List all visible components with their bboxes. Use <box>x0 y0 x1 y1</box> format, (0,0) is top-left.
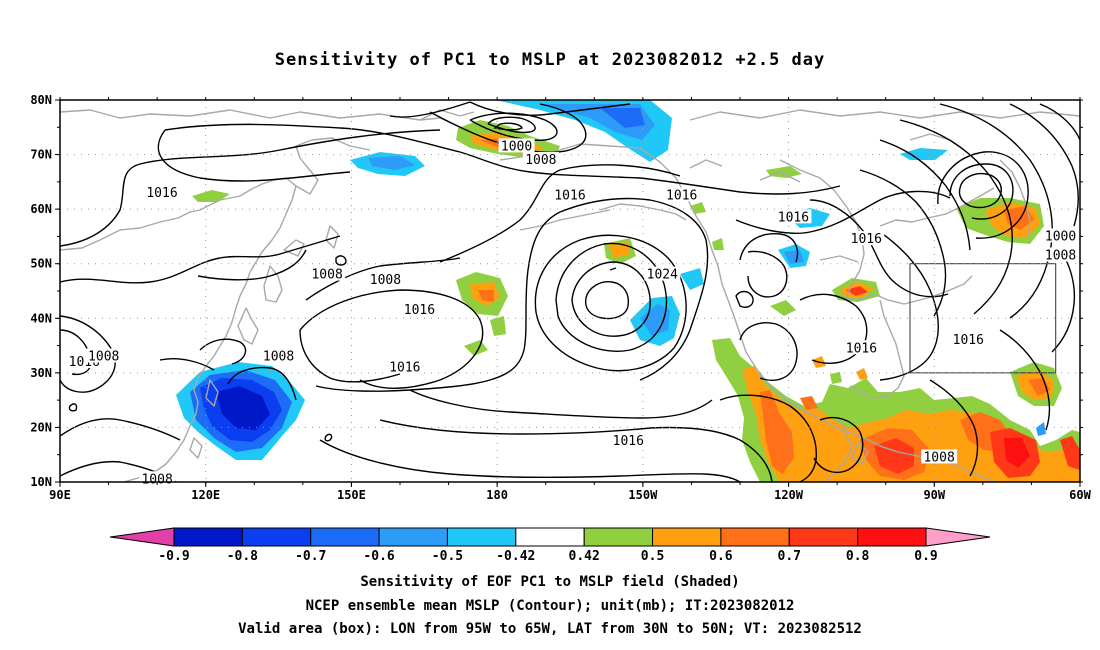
contour-label-bg <box>85 348 122 363</box>
colorbar-bin <box>241 527 312 547</box>
colorbar-bin <box>720 527 790 547</box>
contour-label-bg <box>921 449 958 464</box>
contour-label: 1016 <box>851 232 882 247</box>
colorbar-bin <box>515 527 585 547</box>
lon-label: 180 <box>486 488 508 502</box>
colorbar-label: 0.5 <box>641 549 664 564</box>
contour-label: 1016 <box>146 186 177 201</box>
contour-label-bg <box>522 152 559 167</box>
colorbar-triangle-low <box>109 527 175 547</box>
colorbar-label: 0.42 <box>569 549 600 564</box>
contour-label-bg <box>1042 228 1079 243</box>
contour-label: 1008 <box>311 268 342 283</box>
colorbar-triangle-high <box>925 527 991 547</box>
contour-label: 1016 <box>953 333 984 348</box>
coastlines <box>60 109 1080 482</box>
contour-label: 1008 <box>141 472 172 487</box>
lat-label: 70N <box>30 148 52 162</box>
lon-label: 150W <box>628 488 658 502</box>
colorbar-bin <box>857 527 927 547</box>
colorbar-bin <box>583 527 654 547</box>
contour-label-bg <box>843 340 880 355</box>
contour-label: 1016 <box>404 303 435 318</box>
contour-label: 1008 <box>263 349 294 364</box>
contour-label-bg <box>950 332 987 347</box>
lon-label: 150E <box>337 488 366 502</box>
contour-label-bg <box>663 187 700 202</box>
lon-label: 120E <box>191 488 220 502</box>
colorbar-bin <box>788 527 859 547</box>
contour-label-bg <box>367 272 404 287</box>
colorbar-label: -0.5 <box>432 549 463 564</box>
contour-label: 1016 <box>389 360 420 375</box>
colorbar-bin <box>173 527 243 547</box>
contour-label: 1008 <box>1045 249 1076 264</box>
valid-area-box <box>909 263 1057 374</box>
colorbar-bin <box>378 527 448 547</box>
contour-label: 1008 <box>88 349 119 364</box>
contour-label: 1000 <box>501 139 532 154</box>
contour-label: 1016 <box>554 189 585 204</box>
contour-label-bg <box>144 184 180 199</box>
contour-label: 1008 <box>525 153 556 168</box>
lon-axis-labels: 90E 120E 150E 180 150W 120W 90W 60W <box>49 488 1091 502</box>
colorbar <box>109 527 991 547</box>
contour-label-bg <box>260 348 297 363</box>
contour-label-bg <box>401 302 438 317</box>
contour-label-bg <box>1042 247 1079 262</box>
colorbar-bin <box>446 527 517 547</box>
colorbar-label: -0.7 <box>295 549 326 564</box>
contour-label: 1000 <box>1045 229 1076 244</box>
lat-label: 40N <box>30 311 52 325</box>
contour-label-bg <box>610 433 647 448</box>
contour-label: 1016 <box>666 189 697 204</box>
lat-label: 60N <box>30 202 52 216</box>
lat-label: 30N <box>30 366 52 380</box>
caption-line-3: Valid area (box): LON from 95W to 65W, L… <box>238 621 862 637</box>
colorbar-label: 0.8 <box>846 549 870 564</box>
colorbar-label: 0.9 <box>914 549 937 564</box>
contour-label-bg <box>386 359 423 374</box>
colorbar-label: -0.8 <box>227 549 258 564</box>
contour-label: 1016 <box>613 434 644 449</box>
lat-label: 50N <box>30 257 52 271</box>
contour-label-bg <box>498 138 535 153</box>
lat-axis-labels: 80N 70N 60N 50N 40N 30N 20N 10N <box>30 93 52 489</box>
contour-label-bg <box>552 187 588 202</box>
lon-label: 60W <box>1069 488 1091 502</box>
caption-line-2: NCEP ensemble mean MSLP (Contour); unit(… <box>305 598 795 614</box>
caption-line-1: Sensitivity of EOF PC1 to MSLP field (Sh… <box>360 574 740 590</box>
lon-label: 120W <box>774 488 804 502</box>
lon-label: 90E <box>49 488 71 502</box>
colorbar-label: -0.42 <box>496 549 535 564</box>
colorbar-label: -0.6 <box>363 549 394 564</box>
colorbar-bin <box>652 527 722 547</box>
colorbar-label: -0.9 <box>158 549 189 564</box>
contour-label: 1008 <box>370 273 401 288</box>
colorbar-label: 0.6 <box>709 549 733 564</box>
map-title: Sensitivity of PC1 to MSLP at 2023082012… <box>274 50 826 70</box>
contour-label-bg <box>775 209 812 224</box>
contour-label-bg <box>848 231 885 246</box>
axis-ticks <box>55 97 1083 487</box>
contour-label: 1008 <box>923 450 954 465</box>
lat-label: 80N <box>30 93 52 107</box>
contour-label-bg <box>644 266 681 281</box>
colorbar-bin <box>310 527 380 547</box>
contour-label: 1016 <box>846 341 877 356</box>
contour-label-bg <box>309 266 346 281</box>
contour-label: 1024 <box>647 268 678 283</box>
lon-label: 90W <box>923 488 945 502</box>
colorbar-labels: -0.9 -0.8 -0.7 -0.6 -0.5 -0.42 0.42 0.5 0.6 0.7 0.… <box>158 549 937 564</box>
lat-label: 10N <box>30 475 52 489</box>
colorbar-label: 0.7 <box>778 549 801 564</box>
lat-label: 20N <box>30 420 52 434</box>
contour-label: 1016 <box>778 210 809 225</box>
